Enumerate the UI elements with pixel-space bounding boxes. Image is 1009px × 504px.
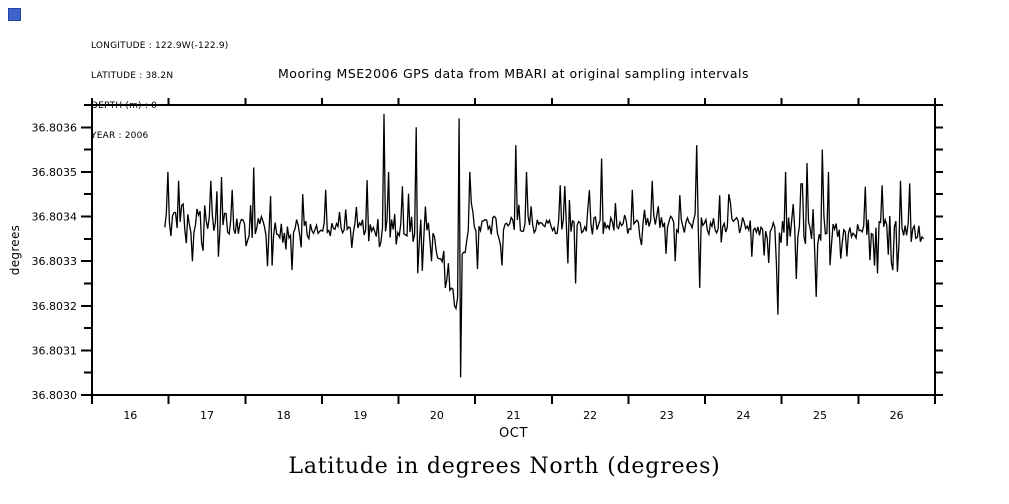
svg-text:18: 18 [277, 409, 291, 422]
y-tick-labels: 36.8030 36.8031 36.8032 36.8033 36.8034 36.80… [32, 121, 78, 402]
svg-text:36.8032: 36.8032 [32, 300, 78, 313]
svg-text:36.8033: 36.8033 [32, 255, 78, 268]
svg-text:16: 16 [123, 409, 137, 422]
svg-text:20: 20 [430, 409, 444, 422]
metadata-line-longitude: LONGITUDE : 122.9W(-122.9) [91, 41, 229, 51]
svg-text:26: 26 [890, 409, 904, 422]
metadata-line-latitude: LATITUDE : 38.2N [91, 71, 174, 81]
latitude-series-line [164, 113, 924, 378]
svg-text:17: 17 [200, 409, 214, 422]
plot-title: Mooring MSE2006 GPS data from MBARI at o… [278, 66, 749, 81]
x-axis-title: OCT [498, 426, 529, 441]
svg-text:36.8035: 36.8035 [32, 166, 78, 179]
svg-text:25: 25 [813, 409, 827, 422]
svg-text:19: 19 [353, 409, 367, 422]
svg-text:36.8030: 36.8030 [32, 389, 78, 402]
svg-text:24: 24 [736, 409, 750, 422]
axis-ticks [81, 98, 943, 404]
metadata-line-year: YEAR : 2006 [91, 131, 149, 141]
svg-text:23: 23 [660, 409, 674, 422]
svg-text:36.8036: 36.8036 [32, 121, 78, 134]
plot-frame [91, 104, 936, 396]
svg-text:22: 22 [583, 409, 597, 422]
svg-text:36.8031: 36.8031 [32, 344, 78, 357]
svg-text:36.8034: 36.8034 [32, 211, 78, 224]
svg-text:21: 21 [507, 409, 521, 422]
app-icon [8, 8, 21, 21]
x-tick-labels: 16 17 18 19 20 21 22 23 24 25 26 [123, 409, 903, 422]
figure-caption: Latitude in degrees North (degrees) [288, 454, 721, 479]
